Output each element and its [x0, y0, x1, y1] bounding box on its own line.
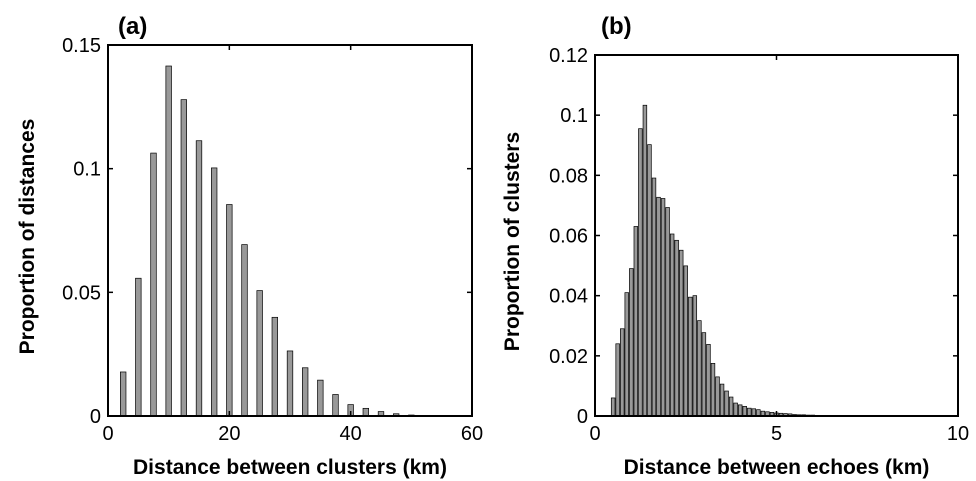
bar: [656, 196, 661, 417]
y-tick-label: 0.02: [549, 346, 588, 368]
bar: [647, 144, 652, 417]
panel-label: (b): [601, 13, 632, 40]
bar: [706, 344, 711, 417]
bar: [747, 407, 752, 417]
y-tick-label: 0: [577, 406, 588, 428]
x-tick-label: 5: [771, 423, 782, 445]
y-tick-label: 0.1: [560, 105, 588, 127]
bar: [302, 367, 309, 417]
bar: [697, 320, 702, 417]
bar: [733, 402, 738, 417]
bar: [135, 277, 142, 417]
x-axis-title: Distance between clusters (km): [133, 456, 447, 479]
bar: [629, 268, 634, 417]
bar: [638, 128, 643, 417]
y-tick-label: 0.06: [549, 226, 588, 248]
y-tick-label: 0.1: [73, 159, 101, 181]
x-tick-label: 20: [218, 423, 240, 445]
panel-a: 0 20 40 60 0 0.05 0.1 0.15 Distance between clus…: [16, 13, 483, 479]
y-tick-label: 0.04: [549, 286, 588, 308]
bar: [195, 140, 203, 417]
bar: [610, 397, 616, 417]
bar: [737, 404, 743, 417]
bar: [665, 207, 670, 417]
bar: [271, 316, 278, 417]
bar: [674, 239, 679, 417]
bar: [226, 204, 233, 417]
bar: [692, 295, 698, 417]
y-axis-title: Proportion of clusters: [501, 132, 524, 351]
bar: [620, 328, 625, 417]
y-tick-label: 0.08: [549, 165, 588, 187]
y-tick-label: 0: [90, 406, 101, 428]
bar: [683, 265, 688, 417]
bar: [332, 394, 339, 417]
x-tick-label: 10: [947, 423, 969, 445]
bar: [728, 396, 734, 417]
bar: [688, 296, 693, 417]
bar: [701, 332, 707, 417]
y-tick-label: 0.12: [549, 45, 588, 67]
bar: [362, 407, 369, 417]
bar: [669, 233, 675, 417]
bar: [180, 99, 187, 417]
bar: [633, 226, 639, 417]
axes-frame: [107, 44, 473, 417]
x-tick-label: 40: [340, 423, 362, 445]
bar: [615, 343, 620, 417]
bar: [724, 390, 729, 417]
panel-label: (a): [118, 13, 147, 40]
bar: [256, 290, 263, 417]
bar: [679, 249, 684, 417]
bar: [624, 292, 629, 417]
bar: [651, 177, 657, 417]
bar: [710, 363, 716, 417]
x-tick-label: 60: [461, 423, 483, 445]
bar: [715, 376, 720, 417]
x-axis-title: Distance between echoes (km): [624, 456, 930, 479]
bar: [211, 167, 218, 417]
bar: [317, 379, 324, 417]
bar: [742, 406, 747, 417]
bar: [150, 152, 157, 417]
y-tick-label: 0.15: [62, 35, 101, 57]
panel-b: 0 5 10 0 0.02 0.04 0.06 0.08 0.1 0.12 Distance bet…: [501, 13, 969, 479]
bar: [241, 244, 248, 417]
bar: [120, 371, 127, 417]
y-axis-title: Proportion of distances: [16, 119, 39, 355]
bar: [751, 408, 757, 417]
bar: [660, 198, 666, 417]
bar: [165, 65, 172, 417]
x-tick-label: 0: [102, 423, 113, 445]
bar: [286, 350, 294, 417]
bar: [642, 104, 648, 417]
y-tick-label: 0.05: [62, 282, 101, 304]
x-tick-label: 0: [589, 423, 600, 445]
bar: [719, 383, 725, 417]
